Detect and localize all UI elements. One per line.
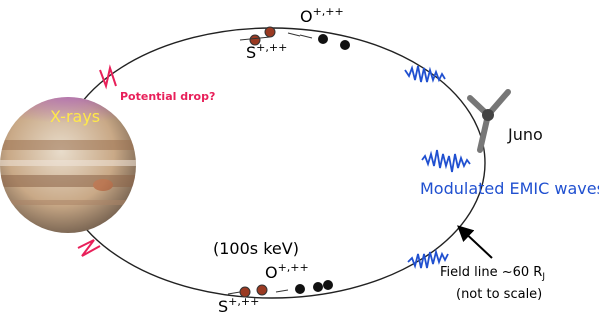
ion-label: O+,++ <box>265 261 309 282</box>
energy-label: (100s keV) <box>213 239 299 258</box>
ion-label: S+,++ <box>246 41 287 62</box>
xrays-label: X-rays <box>50 107 100 126</box>
ion-symbol: O <box>265 263 278 282</box>
ion-charge: +,++ <box>313 5 344 18</box>
field-line-label: Field line ~60 RJ <box>440 265 545 282</box>
ion-charge: +,++ <box>228 295 259 308</box>
juno-spacecraft <box>470 92 508 150</box>
emic-label: Modulated EMIC waves <box>420 179 599 198</box>
ion-symbol: S <box>218 297 228 315</box>
pointer-arrow <box>460 228 492 258</box>
ion-symbol: O <box>300 7 313 26</box>
scale-note: (not to scale) <box>456 287 542 302</box>
ion-charge: +,++ <box>256 41 287 54</box>
ion-symbol: S <box>246 43 256 62</box>
juno-label: Juno <box>507 125 543 144</box>
emic-waves <box>405 66 470 268</box>
field-line-subscript: J <box>541 272 545 282</box>
potential-drop-label: Potential drop? <box>120 90 215 103</box>
diagram: X-rays Potential drop? Juno Modulated EM… <box>0 0 599 315</box>
ion-charge: +,++ <box>278 261 309 274</box>
ion-label: S+,++ <box>218 295 259 315</box>
field-line-text: Field line ~60 R <box>440 265 542 280</box>
ion-label: O+,++ <box>300 5 344 26</box>
